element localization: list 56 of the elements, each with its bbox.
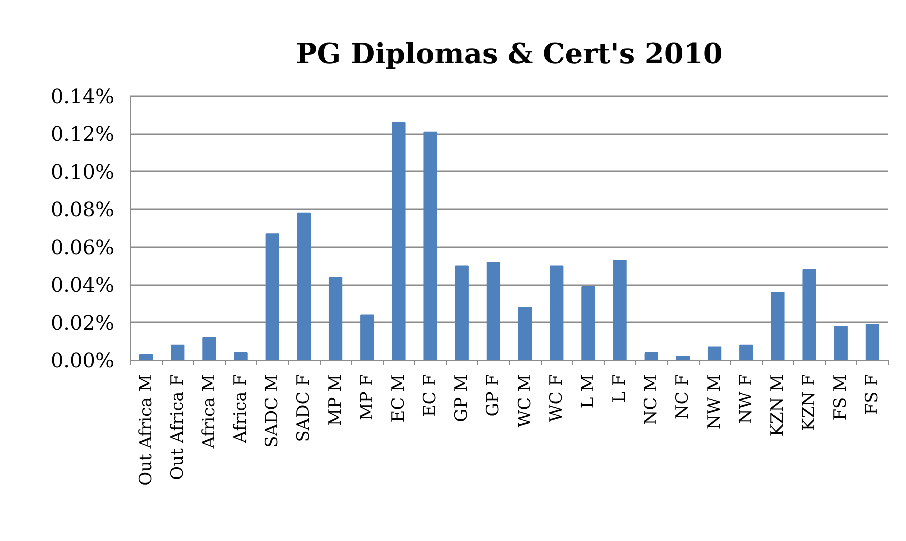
y-tick-label: 0.06% xyxy=(50,235,115,260)
x-tick-label: Africa M xyxy=(199,374,220,450)
x-tick-label: NW M xyxy=(704,374,725,430)
bar xyxy=(644,352,658,360)
x-tick-label: WC F xyxy=(546,374,567,422)
bar xyxy=(486,262,501,360)
bar xyxy=(676,356,690,360)
x-tick-label: MP F xyxy=(357,374,378,421)
bar xyxy=(328,277,343,360)
y-tick-label: 0.00% xyxy=(50,348,115,372)
bar xyxy=(834,326,848,360)
bar xyxy=(202,337,216,360)
bar xyxy=(266,234,280,360)
bar xyxy=(866,324,880,360)
bar xyxy=(392,122,406,360)
bar xyxy=(771,292,785,360)
bar xyxy=(582,286,596,360)
chart-title: PG Diplomas & Cert's 2010 xyxy=(296,38,723,70)
x-tick-label: FS M xyxy=(831,374,852,421)
x-tick-label: NC F xyxy=(673,374,694,420)
x-tick-label: EC M xyxy=(388,374,409,423)
bar xyxy=(171,344,185,360)
bar xyxy=(708,346,722,360)
x-tick-label: SADC M xyxy=(262,374,283,448)
x-tick-label: WC M xyxy=(515,374,536,428)
bar xyxy=(455,266,469,360)
y-tick-label: 0.14% xyxy=(50,84,115,108)
x-tick-label: MP M xyxy=(326,374,346,426)
bar xyxy=(360,314,374,360)
y-tick-label: 0.08% xyxy=(50,198,115,222)
x-tick-label: KZN F xyxy=(800,374,820,432)
x-tick-label: Africa F xyxy=(231,374,252,444)
bar xyxy=(740,344,754,360)
x-tick-label: EC F xyxy=(420,374,441,418)
bar xyxy=(297,212,312,360)
x-tick-label: KZN M xyxy=(768,374,788,437)
x-tick-label: FS F xyxy=(862,374,883,416)
x-tick-label: GP F xyxy=(484,374,504,417)
bar xyxy=(550,266,564,360)
x-tick-label: SADC F xyxy=(294,374,314,442)
x-tick-label: NW F xyxy=(736,374,756,424)
x-tick-label: L M xyxy=(578,374,598,409)
y-tick-label: 0.04% xyxy=(50,273,115,298)
bar xyxy=(234,352,248,360)
bar xyxy=(424,132,438,360)
bar xyxy=(802,269,816,360)
x-tick-label: L F xyxy=(610,374,630,403)
y-tick-label: 0.10% xyxy=(50,160,115,184)
x-tick-label: Out Africa M xyxy=(136,374,156,486)
y-tick-label: 0.12% xyxy=(50,122,115,146)
x-tick-label: NC M xyxy=(642,374,662,426)
x-tick-label: GP M xyxy=(452,374,472,422)
bar xyxy=(613,260,627,360)
y-tick-label: 0.02% xyxy=(50,310,115,335)
x-tick-label: Out Africa F xyxy=(168,374,188,480)
bar xyxy=(518,307,532,360)
